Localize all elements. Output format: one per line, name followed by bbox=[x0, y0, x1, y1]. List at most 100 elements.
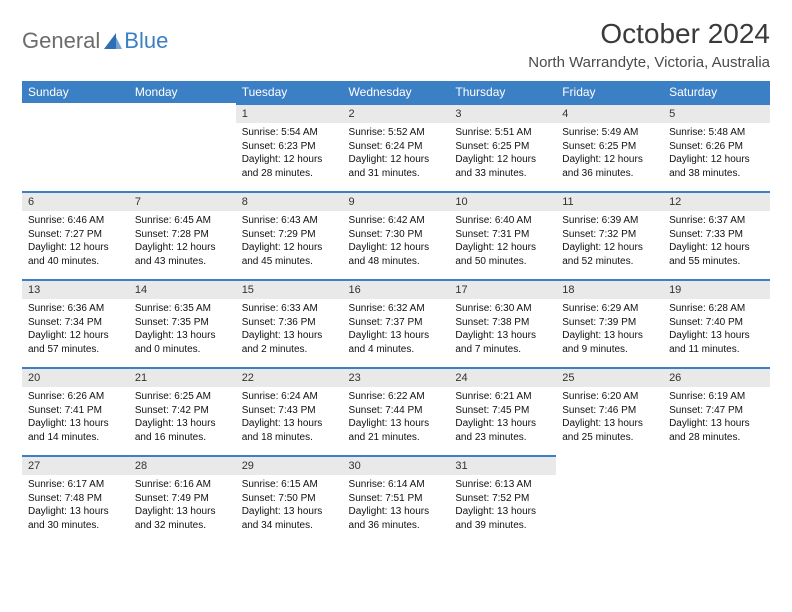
calendar-cell: 6Sunrise: 6:46 AMSunset: 7:27 PMDaylight… bbox=[22, 191, 129, 279]
day-number: 14 bbox=[129, 279, 236, 299]
calendar-cell: 14Sunrise: 6:35 AMSunset: 7:35 PMDayligh… bbox=[129, 279, 236, 367]
day-body: Sunrise: 6:19 AMSunset: 7:47 PMDaylight:… bbox=[663, 387, 770, 450]
calendar-cell: 20Sunrise: 6:26 AMSunset: 7:41 PMDayligh… bbox=[22, 367, 129, 455]
calendar-cell: 15Sunrise: 6:33 AMSunset: 7:36 PMDayligh… bbox=[236, 279, 343, 367]
calendar-cell: 23Sunrise: 6:22 AMSunset: 7:44 PMDayligh… bbox=[343, 367, 450, 455]
calendar-cell: 9Sunrise: 6:42 AMSunset: 7:30 PMDaylight… bbox=[343, 191, 450, 279]
day-body: Sunrise: 5:51 AMSunset: 6:25 PMDaylight:… bbox=[449, 123, 556, 186]
day-number: 2 bbox=[343, 103, 450, 123]
day-number: 16 bbox=[343, 279, 450, 299]
day-body: Sunrise: 6:21 AMSunset: 7:45 PMDaylight:… bbox=[449, 387, 556, 450]
day-number: 15 bbox=[236, 279, 343, 299]
calendar-cell: 30Sunrise: 6:14 AMSunset: 7:51 PMDayligh… bbox=[343, 455, 450, 543]
day-body: Sunrise: 6:45 AMSunset: 7:28 PMDaylight:… bbox=[129, 211, 236, 274]
calendar-cell: 21Sunrise: 6:25 AMSunset: 7:42 PMDayligh… bbox=[129, 367, 236, 455]
day-number: 18 bbox=[556, 279, 663, 299]
day-body: Sunrise: 6:15 AMSunset: 7:50 PMDaylight:… bbox=[236, 475, 343, 538]
title-block: October 2024 North Warrandyte, Victoria,… bbox=[528, 18, 770, 71]
weekday-header: Sunday bbox=[22, 81, 129, 103]
calendar-row: 1Sunrise: 5:54 AMSunset: 6:23 PMDaylight… bbox=[22, 103, 770, 191]
day-body: Sunrise: 6:28 AMSunset: 7:40 PMDaylight:… bbox=[663, 299, 770, 362]
calendar-cell-empty bbox=[663, 455, 770, 543]
day-number: 3 bbox=[449, 103, 556, 123]
day-body: Sunrise: 6:40 AMSunset: 7:31 PMDaylight:… bbox=[449, 211, 556, 274]
day-body: Sunrise: 5:54 AMSunset: 6:23 PMDaylight:… bbox=[236, 123, 343, 186]
day-body: Sunrise: 6:32 AMSunset: 7:37 PMDaylight:… bbox=[343, 299, 450, 362]
weekday-header: Tuesday bbox=[236, 81, 343, 103]
day-number: 22 bbox=[236, 367, 343, 387]
calendar-cell: 27Sunrise: 6:17 AMSunset: 7:48 PMDayligh… bbox=[22, 455, 129, 543]
day-body: Sunrise: 6:16 AMSunset: 7:49 PMDaylight:… bbox=[129, 475, 236, 538]
day-number: 27 bbox=[22, 455, 129, 475]
day-body: Sunrise: 6:20 AMSunset: 7:46 PMDaylight:… bbox=[556, 387, 663, 450]
day-body: Sunrise: 6:36 AMSunset: 7:34 PMDaylight:… bbox=[22, 299, 129, 362]
calendar-cell: 16Sunrise: 6:32 AMSunset: 7:37 PMDayligh… bbox=[343, 279, 450, 367]
day-body: Sunrise: 6:42 AMSunset: 7:30 PMDaylight:… bbox=[343, 211, 450, 274]
brand-logo: General Blue bbox=[22, 28, 168, 54]
calendar-cell-empty bbox=[129, 103, 236, 191]
day-number: 7 bbox=[129, 191, 236, 211]
calendar-row: 20Sunrise: 6:26 AMSunset: 7:41 PMDayligh… bbox=[22, 367, 770, 455]
day-number: 5 bbox=[663, 103, 770, 123]
calendar-cell: 5Sunrise: 5:48 AMSunset: 6:26 PMDaylight… bbox=[663, 103, 770, 191]
day-number: 29 bbox=[236, 455, 343, 475]
day-number: 10 bbox=[449, 191, 556, 211]
day-number: 11 bbox=[556, 191, 663, 211]
day-number: 31 bbox=[449, 455, 556, 475]
location-text: North Warrandyte, Victoria, Australia bbox=[528, 54, 770, 71]
calendar-cell: 11Sunrise: 6:39 AMSunset: 7:32 PMDayligh… bbox=[556, 191, 663, 279]
day-body: Sunrise: 6:46 AMSunset: 7:27 PMDaylight:… bbox=[22, 211, 129, 274]
day-number: 23 bbox=[343, 367, 450, 387]
calendar-cell: 12Sunrise: 6:37 AMSunset: 7:33 PMDayligh… bbox=[663, 191, 770, 279]
calendar-cell: 19Sunrise: 6:28 AMSunset: 7:40 PMDayligh… bbox=[663, 279, 770, 367]
weekday-header-row: Sunday Monday Tuesday Wednesday Thursday… bbox=[22, 81, 770, 103]
weekday-header: Saturday bbox=[663, 81, 770, 103]
day-body: Sunrise: 6:43 AMSunset: 7:29 PMDaylight:… bbox=[236, 211, 343, 274]
calendar-cell: 1Sunrise: 5:54 AMSunset: 6:23 PMDaylight… bbox=[236, 103, 343, 191]
day-body: Sunrise: 6:25 AMSunset: 7:42 PMDaylight:… bbox=[129, 387, 236, 450]
day-number: 24 bbox=[449, 367, 556, 387]
day-number: 9 bbox=[343, 191, 450, 211]
calendar-cell: 29Sunrise: 6:15 AMSunset: 7:50 PMDayligh… bbox=[236, 455, 343, 543]
day-number: 8 bbox=[236, 191, 343, 211]
day-body: Sunrise: 6:13 AMSunset: 7:52 PMDaylight:… bbox=[449, 475, 556, 538]
calendar-row: 27Sunrise: 6:17 AMSunset: 7:48 PMDayligh… bbox=[22, 455, 770, 543]
day-body: Sunrise: 6:22 AMSunset: 7:44 PMDaylight:… bbox=[343, 387, 450, 450]
calendar-cell: 7Sunrise: 6:45 AMSunset: 7:28 PMDaylight… bbox=[129, 191, 236, 279]
calendar-cell: 3Sunrise: 5:51 AMSunset: 6:25 PMDaylight… bbox=[449, 103, 556, 191]
day-body: Sunrise: 6:39 AMSunset: 7:32 PMDaylight:… bbox=[556, 211, 663, 274]
day-body: Sunrise: 5:49 AMSunset: 6:25 PMDaylight:… bbox=[556, 123, 663, 186]
calendar-cell: 10Sunrise: 6:40 AMSunset: 7:31 PMDayligh… bbox=[449, 191, 556, 279]
day-number: 20 bbox=[22, 367, 129, 387]
sail-icon bbox=[102, 31, 124, 51]
day-body: Sunrise: 6:33 AMSunset: 7:36 PMDaylight:… bbox=[236, 299, 343, 362]
calendar-cell: 25Sunrise: 6:20 AMSunset: 7:46 PMDayligh… bbox=[556, 367, 663, 455]
day-number: 13 bbox=[22, 279, 129, 299]
day-number: 28 bbox=[129, 455, 236, 475]
day-body: Sunrise: 6:26 AMSunset: 7:41 PMDaylight:… bbox=[22, 387, 129, 450]
calendar-cell: 4Sunrise: 5:49 AMSunset: 6:25 PMDaylight… bbox=[556, 103, 663, 191]
day-body: Sunrise: 6:30 AMSunset: 7:38 PMDaylight:… bbox=[449, 299, 556, 362]
day-number: 19 bbox=[663, 279, 770, 299]
weekday-header: Friday bbox=[556, 81, 663, 103]
day-body: Sunrise: 6:35 AMSunset: 7:35 PMDaylight:… bbox=[129, 299, 236, 362]
calendar-cell: 8Sunrise: 6:43 AMSunset: 7:29 PMDaylight… bbox=[236, 191, 343, 279]
day-body: Sunrise: 6:24 AMSunset: 7:43 PMDaylight:… bbox=[236, 387, 343, 450]
day-number: 12 bbox=[663, 191, 770, 211]
calendar-cell: 13Sunrise: 6:36 AMSunset: 7:34 PMDayligh… bbox=[22, 279, 129, 367]
month-title: October 2024 bbox=[528, 18, 770, 50]
calendar-cell: 2Sunrise: 5:52 AMSunset: 6:24 PMDaylight… bbox=[343, 103, 450, 191]
day-number: 30 bbox=[343, 455, 450, 475]
weekday-header: Thursday bbox=[449, 81, 556, 103]
calendar-cell: 26Sunrise: 6:19 AMSunset: 7:47 PMDayligh… bbox=[663, 367, 770, 455]
calendar-cell: 31Sunrise: 6:13 AMSunset: 7:52 PMDayligh… bbox=[449, 455, 556, 543]
day-number: 17 bbox=[449, 279, 556, 299]
calendar-cell: 28Sunrise: 6:16 AMSunset: 7:49 PMDayligh… bbox=[129, 455, 236, 543]
day-number: 1 bbox=[236, 103, 343, 123]
day-body: Sunrise: 6:14 AMSunset: 7:51 PMDaylight:… bbox=[343, 475, 450, 538]
calendar-body: 1Sunrise: 5:54 AMSunset: 6:23 PMDaylight… bbox=[22, 103, 770, 543]
calendar-row: 6Sunrise: 6:46 AMSunset: 7:27 PMDaylight… bbox=[22, 191, 770, 279]
day-body: Sunrise: 6:17 AMSunset: 7:48 PMDaylight:… bbox=[22, 475, 129, 538]
calendar-cell: 22Sunrise: 6:24 AMSunset: 7:43 PMDayligh… bbox=[236, 367, 343, 455]
calendar-row: 13Sunrise: 6:36 AMSunset: 7:34 PMDayligh… bbox=[22, 279, 770, 367]
